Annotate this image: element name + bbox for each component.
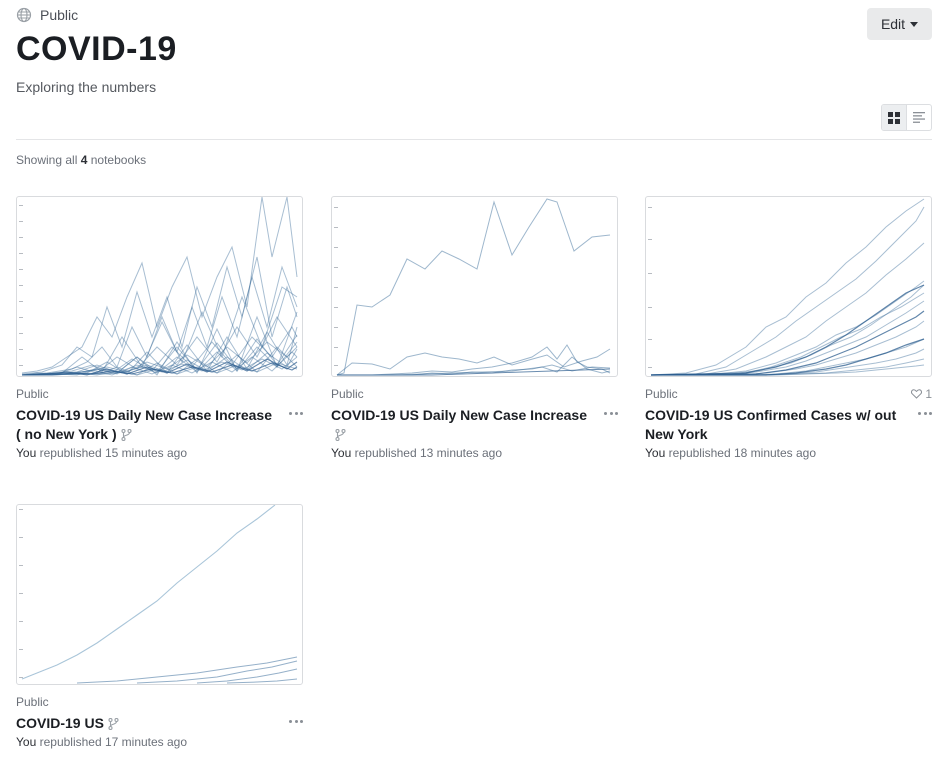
collection-description: Exploring the numbers <box>16 79 157 95</box>
notebook-count-value: 4 <box>80 153 88 167</box>
notebook-meta: You republished 17 minutes ago <box>16 735 303 749</box>
page-title: COVID-19 <box>16 30 177 68</box>
thumbnail-chart <box>19 505 298 684</box>
fork-icon <box>335 429 346 442</box>
notebook-count-prefix: Showing all <box>16 153 78 167</box>
notebook-thumbnail[interactable] <box>331 196 618 377</box>
notebook-card[interactable]: Public COVID-19 US Daily New Case Increa… <box>16 196 303 460</box>
notebook-owner: You <box>331 446 352 460</box>
notebook-meta: You republished 18 minutes ago <box>645 446 932 460</box>
grid-view-icon <box>888 111 900 124</box>
notebook-visibility: Public <box>331 387 364 401</box>
notebook-title-text: COVID-19 US Daily New Case Increase ( no… <box>16 407 273 442</box>
notebook-card[interactable]: Public 1 COVID-19 US Confirmed Cases w/ … <box>645 196 932 460</box>
notebook-title[interactable]: COVID-19 US Daily New Case Increase ( no… <box>16 407 272 442</box>
like-count: 1 <box>925 387 932 401</box>
thumbnail-chart <box>648 198 925 376</box>
notebook-visibility: Public <box>16 387 49 401</box>
list-view-icon <box>913 112 925 123</box>
notebook-owner: You <box>16 446 37 460</box>
view-toggle-separator <box>906 105 907 130</box>
notebook-activity: republished 13 minutes ago <box>354 446 503 460</box>
notebook-visibility: Public <box>16 695 49 709</box>
thumbnail-chart <box>334 198 611 376</box>
caret-down-icon <box>910 22 919 27</box>
collection-visibility-label: Public <box>40 7 79 23</box>
notebook-meta: You republished 13 minutes ago <box>331 446 618 460</box>
notebook-card[interactable]: Public COVID-19 US Daily New Case Increa… <box>331 196 618 460</box>
notebook-thumbnail[interactable] <box>645 196 932 377</box>
like-button[interactable]: 1 <box>911 387 932 401</box>
notebook-thumbnail[interactable] <box>16 504 303 685</box>
notebook-count: Showing all 4 notebooks <box>16 153 146 167</box>
notebook-activity: republished 15 minutes ago <box>39 446 188 460</box>
edit-button[interactable]: Edit <box>867 8 932 40</box>
notebook-title[interactable]: COVID-19 US Daily New Case Increase <box>331 407 587 442</box>
notebook-owner: You <box>645 446 666 460</box>
thumbnail-chart <box>19 197 298 376</box>
fork-icon <box>108 718 119 731</box>
more-options-button[interactable] <box>289 716 303 726</box>
more-options-button[interactable] <box>289 408 303 418</box>
more-options-button[interactable] <box>918 408 932 418</box>
notebook-title[interactable]: COVID-19 US <box>16 715 119 731</box>
collection-visibility: Public <box>16 7 78 23</box>
view-toggle <box>881 104 932 131</box>
globe-icon <box>16 7 32 23</box>
header-divider <box>16 139 932 140</box>
fork-icon <box>121 429 132 442</box>
edit-button-label: Edit <box>880 16 906 32</box>
notebook-count-suffix: notebooks <box>90 153 147 167</box>
notebook-activity: republished 18 minutes ago <box>668 446 817 460</box>
notebook-visibility-label: Public <box>645 387 678 401</box>
notebook-activity: republished 17 minutes ago <box>39 735 188 749</box>
notebook-card[interactable]: Public COVID-19 US You republished 17 mi… <box>16 504 303 749</box>
list-view-button[interactable] <box>907 105 931 130</box>
notebook-meta: You republished 15 minutes ago <box>16 446 303 460</box>
grid-view-button[interactable] <box>882 105 906 130</box>
notebook-visibility: Public 1 <box>645 387 932 401</box>
heart-icon <box>911 389 923 399</box>
notebook-title-text: COVID-19 US Daily New Case Increase <box>331 407 588 423</box>
notebook-thumbnail[interactable] <box>16 196 303 377</box>
more-options-button[interactable] <box>604 408 618 418</box>
notebook-owner: You <box>16 735 37 749</box>
notebook-title[interactable]: COVID-19 US Confirmed Cases w/ out New Y… <box>645 407 897 442</box>
notebook-title-text: COVID-19 US <box>16 715 104 731</box>
